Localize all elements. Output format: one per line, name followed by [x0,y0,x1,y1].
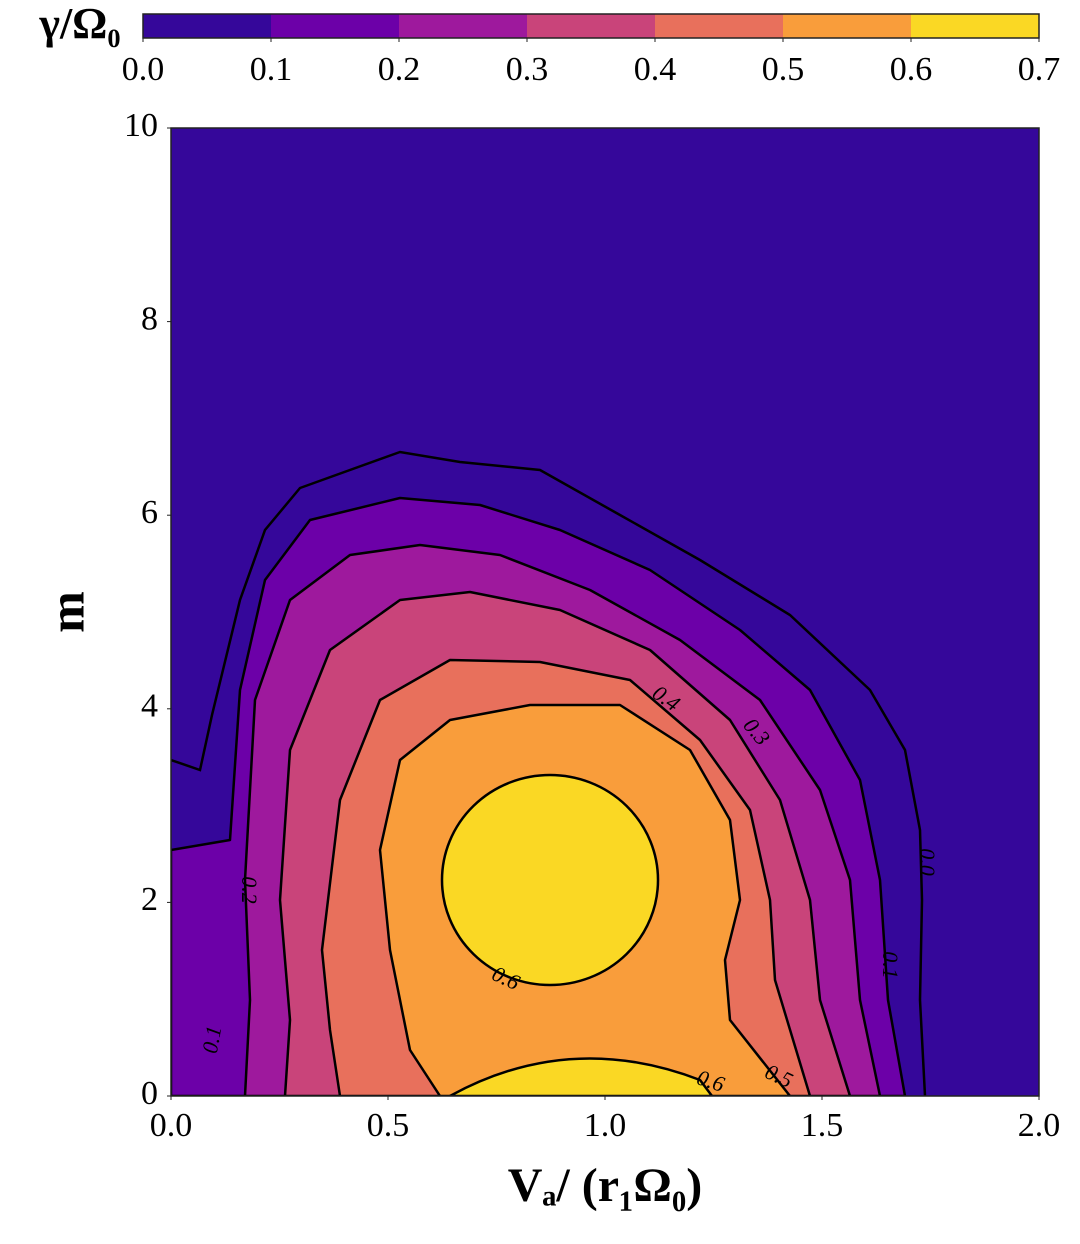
colorbar-tick-label: 0.0 [122,51,165,88]
y-tick-label: 6 [141,494,158,531]
colorbar-tick-label: 0.1 [250,51,293,88]
colorbar-tick-label: 0.7 [1018,51,1061,88]
x-tick-label: 1.5 [801,1107,844,1144]
y-tick-label: 10 [124,107,158,144]
contour-label: 0.0 [915,848,940,876]
x-tick-label: 0.0 [150,1107,193,1144]
y-tick-label: 2 [141,881,158,918]
contour-line [171,450,927,1096]
colorbar-tick-label: 0.5 [762,51,805,88]
x-tick-label: 1.0 [584,1107,627,1144]
y-axis-label: m [38,591,94,633]
colorbar-tick-label: 0.6 [890,51,933,88]
colorbar-label: γ/Ω₀ [38,0,120,48]
x-tick-label: 2.0 [1018,1107,1061,1144]
colorbar-band [527,14,655,38]
colorbar-band [271,14,399,38]
y-tick-label: 4 [141,688,158,725]
colorbar-band [655,14,783,38]
colorbar-frame [142,13,1040,39]
x-axis-label: Vₐ/ (r₁Ω₀) [508,1159,703,1212]
colorbar-band [143,14,271,38]
contour-region [440,773,714,1096]
contour-label: 0.1 [878,951,903,979]
y-tick-label: 0 [141,1075,158,1112]
contour-label: 0.2 [237,876,262,904]
colorbar-band [783,14,911,38]
y-tick-label: 8 [141,300,158,337]
colorbar-band [911,14,1039,38]
contour-label: 0.1 [197,1024,226,1055]
colorbar-band [399,14,527,38]
contour-group: 0.40.30.00.10.20.10.60.6 0.5 [171,128,1039,1096]
colorbar-tick-label: 0.3 [506,51,549,88]
x-tick-label: 0.5 [367,1107,410,1144]
colorbar-tick-label: 0.2 [378,51,421,88]
colorbar-tick-label: 0.4 [634,51,677,88]
